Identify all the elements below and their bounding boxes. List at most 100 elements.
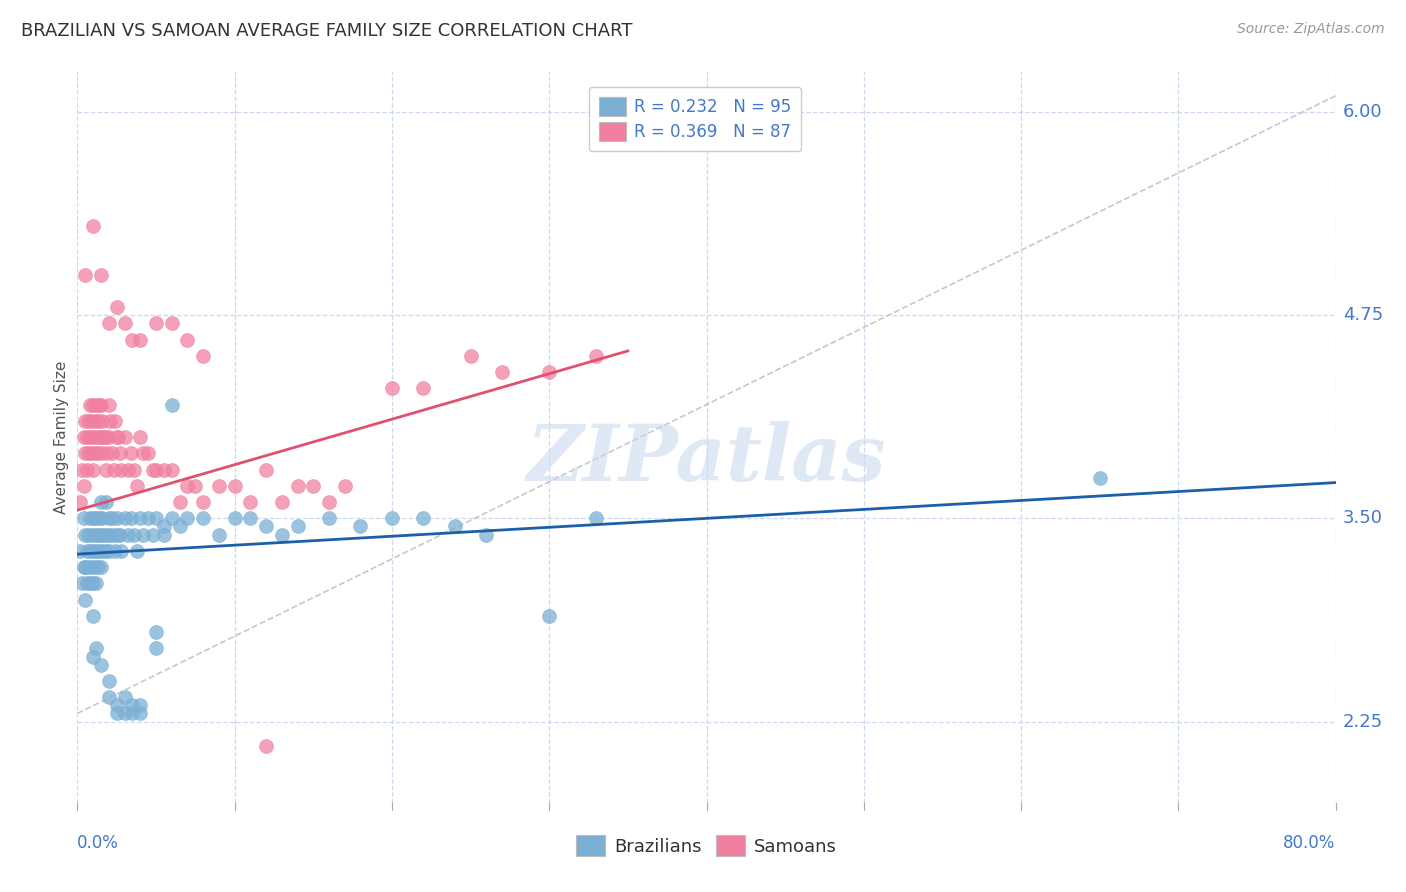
Point — [538, 365, 561, 379]
Point — [160, 316, 183, 330]
Point — [93, 430, 115, 444]
Point — [76, 462, 98, 476]
Y-axis label: Average Family Size: Average Family Size — [53, 360, 69, 514]
Point — [191, 511, 215, 525]
Point — [77, 527, 100, 541]
Point — [90, 560, 112, 574]
Point — [114, 690, 136, 705]
Point — [129, 511, 152, 525]
Point — [90, 398, 112, 412]
Point — [176, 479, 198, 493]
Point — [191, 495, 215, 509]
Point — [89, 511, 111, 525]
Point — [93, 527, 115, 541]
Text: 4.75: 4.75 — [1343, 306, 1384, 324]
Point — [98, 527, 121, 541]
Point — [349, 519, 371, 533]
Point — [153, 519, 176, 533]
Point — [127, 544, 149, 558]
Point — [145, 511, 167, 525]
Point — [105, 698, 128, 713]
Point — [160, 398, 183, 412]
Point — [302, 479, 325, 493]
Point — [169, 519, 191, 533]
Point — [97, 673, 120, 688]
Point — [82, 649, 104, 664]
Point — [105, 300, 128, 314]
Point — [79, 576, 101, 591]
Point — [75, 414, 97, 428]
Point — [69, 495, 91, 509]
Point — [254, 519, 277, 533]
Point — [96, 446, 118, 460]
Text: 2.25: 2.25 — [1343, 713, 1384, 731]
Point — [77, 414, 100, 428]
Point — [270, 527, 292, 541]
Point — [82, 544, 104, 558]
Point — [120, 511, 142, 525]
Point — [91, 511, 114, 525]
Text: 0.0%: 0.0% — [77, 834, 120, 852]
Point — [108, 446, 131, 460]
Point — [585, 349, 607, 363]
Point — [121, 698, 143, 713]
Point — [114, 430, 136, 444]
Point — [121, 706, 143, 721]
Point — [94, 544, 117, 558]
Point — [77, 446, 100, 460]
Point — [84, 511, 107, 525]
Point — [89, 398, 111, 412]
Point — [160, 511, 183, 525]
Point — [79, 544, 101, 558]
Point — [412, 511, 434, 525]
Point — [145, 641, 167, 656]
Point — [110, 462, 132, 476]
Point — [76, 576, 98, 591]
Point — [91, 544, 114, 558]
Point — [94, 495, 117, 509]
Point — [79, 430, 101, 444]
Point — [117, 462, 139, 476]
Point — [104, 414, 127, 428]
Point — [184, 479, 207, 493]
Point — [120, 446, 142, 460]
Point — [270, 495, 292, 509]
Point — [82, 576, 104, 591]
Point — [129, 430, 152, 444]
Point — [82, 219, 104, 233]
Point — [224, 511, 246, 525]
Point — [91, 414, 114, 428]
Point — [444, 519, 467, 533]
Point — [239, 495, 262, 509]
Point — [208, 527, 231, 541]
Point — [83, 560, 105, 574]
Point — [101, 446, 124, 460]
Point — [79, 398, 101, 412]
Point — [460, 349, 482, 363]
Point — [136, 446, 159, 460]
Point — [90, 430, 112, 444]
Point — [94, 462, 117, 476]
Point — [87, 560, 110, 574]
Point — [287, 519, 309, 533]
Point — [169, 495, 191, 509]
Point — [117, 527, 139, 541]
Point — [90, 495, 112, 509]
Point — [103, 462, 125, 476]
Point — [142, 462, 165, 476]
Point — [127, 479, 149, 493]
Text: Source: ZipAtlas.com: Source: ZipAtlas.com — [1237, 22, 1385, 37]
Point — [176, 511, 198, 525]
Point — [97, 398, 120, 412]
Point — [145, 462, 167, 476]
Point — [89, 544, 111, 558]
Point — [108, 527, 131, 541]
Point — [98, 414, 121, 428]
Point — [104, 544, 127, 558]
Point — [1088, 471, 1111, 485]
Point — [491, 365, 513, 379]
Point — [91, 446, 114, 460]
Point — [132, 527, 155, 541]
Point — [160, 462, 183, 476]
Point — [72, 430, 94, 444]
